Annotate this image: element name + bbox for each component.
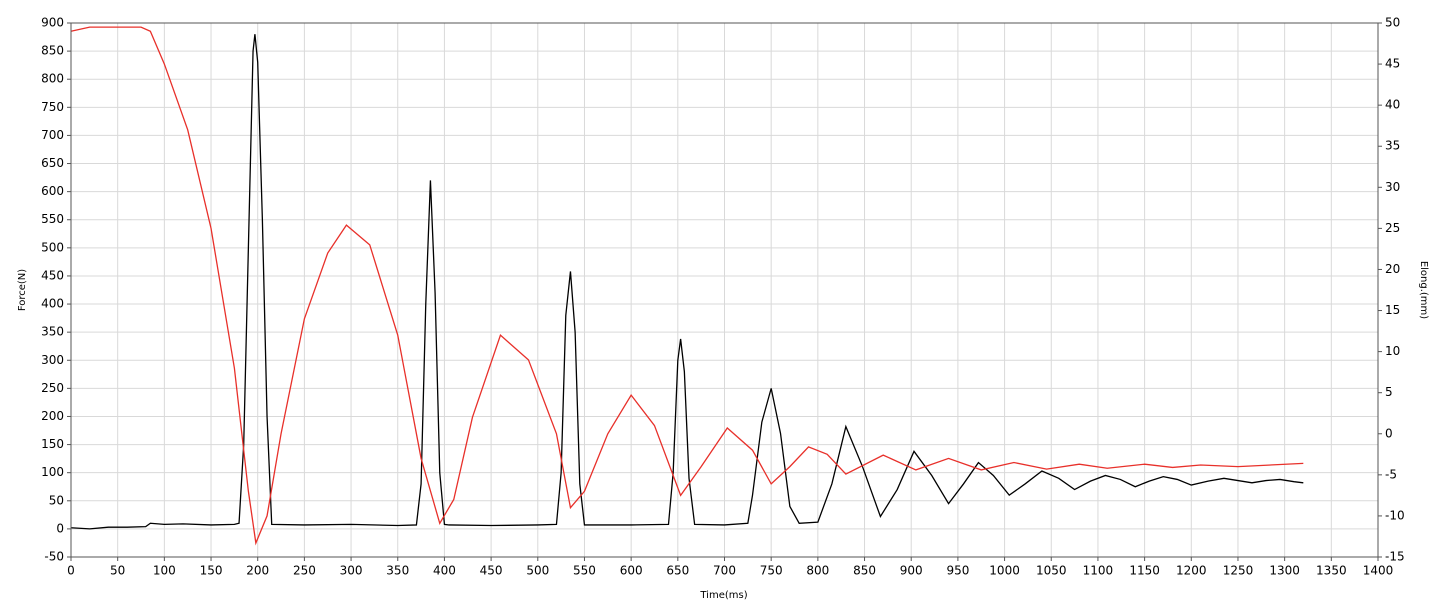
y-tick-label: 200 bbox=[41, 409, 64, 423]
x-tick-label: 300 bbox=[340, 564, 363, 578]
x-tick-label: 250 bbox=[293, 564, 316, 578]
y2-tick-label: 30 bbox=[1385, 180, 1400, 194]
y2-tick-label: -15 bbox=[1385, 550, 1405, 564]
x-tick-label: 1100 bbox=[1083, 564, 1114, 578]
y-tick-label: 800 bbox=[41, 72, 64, 86]
y2-tick-label: 45 bbox=[1385, 57, 1400, 71]
y-tick-label: 450 bbox=[41, 268, 64, 282]
x-tick-label: 850 bbox=[853, 564, 876, 578]
y-tick-label: 600 bbox=[41, 184, 64, 198]
y-tick-label: 900 bbox=[41, 16, 64, 30]
x-tick-label: 400 bbox=[433, 564, 456, 578]
y2-tick-label: 5 bbox=[1385, 385, 1393, 399]
x-tick-label: 450 bbox=[480, 564, 503, 578]
y2-tick-label: 50 bbox=[1385, 16, 1400, 30]
x-axis-title: Time(ms) bbox=[699, 590, 747, 601]
y-tick-label: 650 bbox=[41, 156, 64, 170]
y-tick-label: 0 bbox=[56, 521, 64, 535]
y-axis-title: Force(N) bbox=[17, 269, 28, 311]
x-tick-label: 50 bbox=[110, 564, 125, 578]
y-tick-label: 400 bbox=[41, 297, 64, 311]
x-tick-label: 1250 bbox=[1223, 564, 1254, 578]
y-tick-label: 850 bbox=[41, 44, 64, 58]
y-tick-label: -50 bbox=[44, 550, 64, 564]
y-tick-label: 500 bbox=[41, 240, 64, 254]
y-tick-label: 300 bbox=[41, 353, 64, 367]
y2-tick-label: 15 bbox=[1385, 303, 1400, 317]
plot bbox=[70, 26, 1304, 546]
y2-axis-title: Elong.(mm) bbox=[1418, 261, 1429, 319]
y2-tick-label: 35 bbox=[1385, 139, 1400, 153]
y2-tick-label: 10 bbox=[1385, 344, 1400, 358]
y-tick-label: 100 bbox=[41, 465, 64, 479]
x-tick-label: 700 bbox=[713, 564, 736, 578]
x-tick-label: 1150 bbox=[1129, 564, 1160, 578]
y-tick-label: 750 bbox=[41, 100, 64, 114]
x-tick-label: 350 bbox=[386, 564, 409, 578]
x-tick-label: 1300 bbox=[1269, 564, 1300, 578]
y-tick-label: 550 bbox=[41, 212, 64, 226]
series-line bbox=[70, 26, 1304, 546]
y-tick-label: 350 bbox=[41, 325, 64, 339]
y-tick-label: 250 bbox=[41, 381, 64, 395]
y2-tick-label: -10 bbox=[1385, 508, 1405, 522]
x-tick-label: 200 bbox=[246, 564, 269, 578]
x-tick-label: 1050 bbox=[1036, 564, 1067, 578]
x-tick-label: 150 bbox=[200, 564, 223, 578]
x-tick-label: 750 bbox=[760, 564, 783, 578]
grid bbox=[70, 22, 1379, 558]
y2-tick-label: -5 bbox=[1385, 467, 1397, 481]
x-tick-label: 600 bbox=[620, 564, 643, 578]
x-tick-label: 0 bbox=[67, 564, 75, 578]
x-tick-label: 1000 bbox=[989, 564, 1020, 578]
x-tick-label: 1350 bbox=[1316, 564, 1347, 578]
y2-tick-label: 0 bbox=[1385, 426, 1393, 440]
series-line bbox=[70, 34, 1304, 530]
y2-tick-label: 20 bbox=[1385, 262, 1400, 276]
x-tick-label: 900 bbox=[900, 564, 923, 578]
y-tick-label: 150 bbox=[41, 437, 64, 451]
x-tick-label: 550 bbox=[573, 564, 596, 578]
y2-tick-label: 40 bbox=[1385, 98, 1400, 112]
x-tick-label: 100 bbox=[153, 564, 176, 578]
x-tick-label: 650 bbox=[666, 564, 689, 578]
x-tick-label: 950 bbox=[946, 564, 969, 578]
y-tick-label: 50 bbox=[49, 493, 64, 507]
y-tick-label: 700 bbox=[41, 128, 64, 142]
x-tick-label: 800 bbox=[806, 564, 829, 578]
x-tick-label: 1400 bbox=[1363, 564, 1394, 578]
x-tick-label: 1200 bbox=[1176, 564, 1207, 578]
x-tick-label: 500 bbox=[526, 564, 549, 578]
y2-tick-label: 25 bbox=[1385, 221, 1400, 235]
